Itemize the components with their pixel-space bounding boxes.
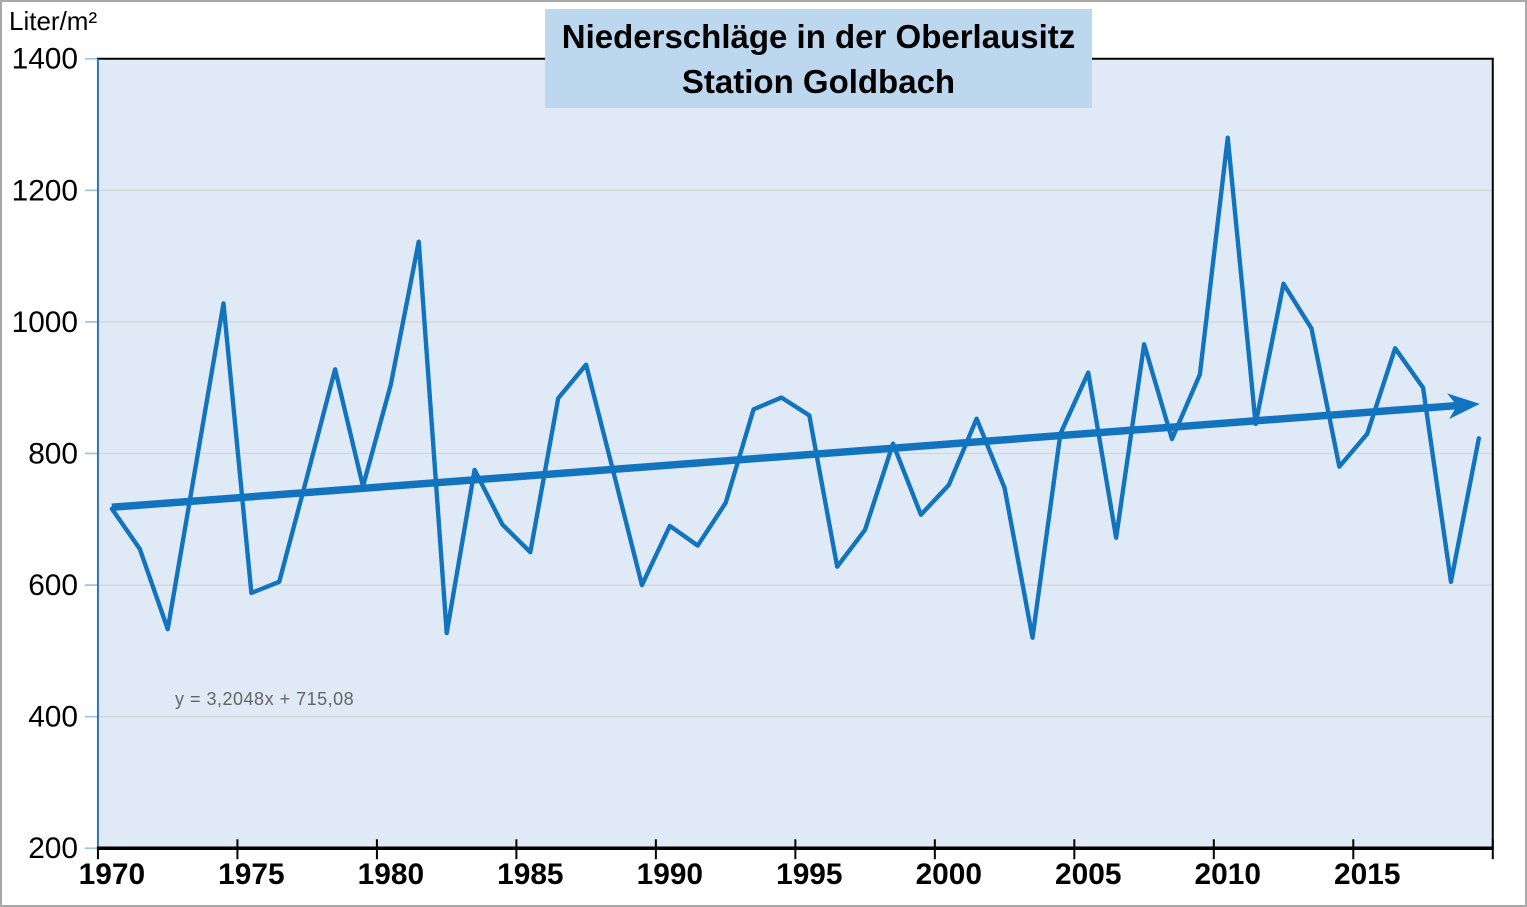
x-axis-label: 1970 xyxy=(79,858,145,891)
x-axis-label: 2015 xyxy=(1334,858,1400,891)
data-line xyxy=(109,135,1482,640)
y-axis-label: 200 xyxy=(28,832,78,865)
x-axis-label: 1995 xyxy=(776,858,842,891)
trend-arrow xyxy=(1447,393,1480,420)
x-axis-label: 1975 xyxy=(218,858,284,891)
x-axis-label: 1990 xyxy=(637,858,703,891)
chart-title-line1: Niederschläge in der Oberlausitz xyxy=(561,17,1076,55)
y-axis-label: 400 xyxy=(28,701,78,734)
x-axis-label: 2000 xyxy=(916,858,982,891)
y-axis-label: 600 xyxy=(28,569,78,602)
y-axis-unit-label: Liter/m² xyxy=(9,6,98,36)
y-axis-label: 1400 xyxy=(12,43,78,76)
x-axis-label: 2005 xyxy=(1055,858,1121,891)
x-axis-label: 1980 xyxy=(358,858,424,891)
y-axis-label: 800 xyxy=(28,437,78,470)
trendline xyxy=(111,401,1462,511)
trend-equation-label: y = 3,2048x + 715,08 xyxy=(175,689,355,709)
x-axis-label: 2010 xyxy=(1195,858,1261,891)
chart-title-line2: Station Goldbach xyxy=(681,62,956,100)
y-axis-label: 1000 xyxy=(12,306,78,339)
y-axis-label: 1200 xyxy=(12,174,78,207)
x-axis-label: 1985 xyxy=(497,858,563,891)
chart-title-box: Niederschläge in der Oberlausitz Station… xyxy=(545,9,1092,108)
